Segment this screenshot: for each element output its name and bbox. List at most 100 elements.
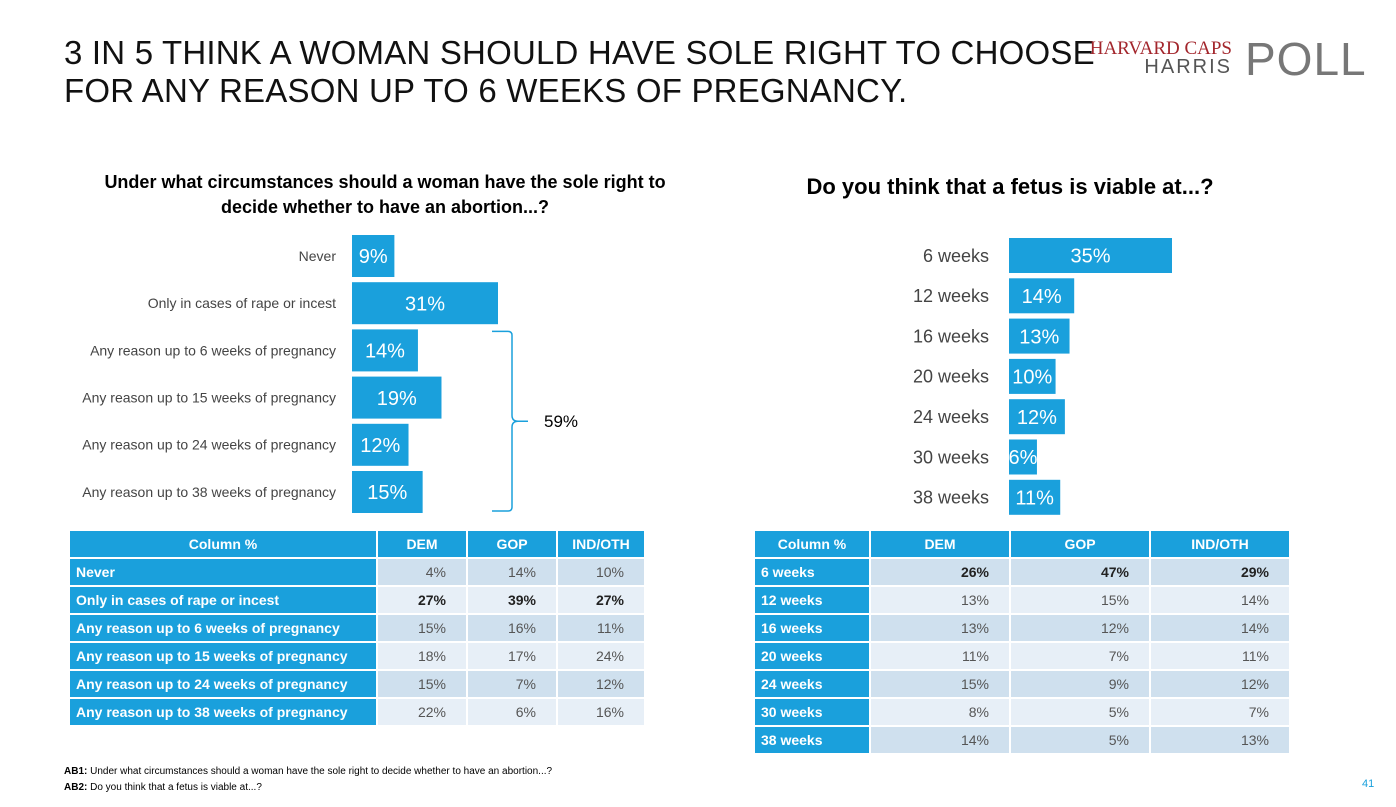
t1-header-3: IND/OTH (558, 531, 644, 557)
chart2-category-label-4: 24 weeks (913, 407, 989, 427)
table-row: 12 weeks 13% 15% 14% (755, 587, 1289, 613)
t1-row-label-0: Never (70, 559, 376, 585)
t1-cell-2-2: 11% (558, 615, 644, 641)
t1-header-0: Column % (70, 531, 376, 557)
logo-line-2: HARRIS (1144, 56, 1232, 78)
t1-cell-3-1: 17% (468, 643, 556, 669)
chart2-category-label-0: 6 weeks (923, 246, 989, 266)
t2-cell-1-0: 13% (871, 587, 1009, 613)
t2-cell-1-2: 14% (1151, 587, 1289, 613)
t1-cell-4-2: 12% (558, 671, 644, 697)
footnote-ab2-text: Do you think that a fetus is viable at..… (87, 782, 262, 793)
t2-header-3: IND/OTH (1151, 531, 1289, 557)
chart1-bracket-label: 59% (544, 412, 578, 431)
chart-2-title: Do you think that a fetus is viable at..… (806, 174, 1214, 199)
chart1-category-label-3: Any reason up to 15 weeks of pregnancy (82, 390, 336, 406)
chart1-category-label-0: Never (299, 248, 337, 264)
t2-cell-4-2: 12% (1151, 671, 1289, 697)
t1-row-label-2: Any reason up to 6 weeks of pregnancy (70, 615, 376, 641)
t2-cell-4-1: 9% (1011, 671, 1149, 697)
t1-cell-3-2: 24% (558, 643, 644, 669)
chart1-value-label-3: 19% (377, 388, 417, 410)
t2-cell-4-0: 15% (871, 671, 1009, 697)
chart2-value-label-2: 13% (1019, 326, 1059, 348)
page-title: 3 IN 5 THINK A WOMAN SHOULD HAVE SOLE RI… (64, 34, 1095, 110)
t2-row-label-2: 16 weeks (755, 615, 869, 641)
chart1-bracket (492, 330, 528, 512)
t2-row-label-0: 6 weeks (755, 559, 869, 585)
t2-cell-2-1: 12% (1011, 615, 1149, 641)
chart1-value-label-0: 9% (359, 246, 388, 268)
t1-cell-5-0: 22% (378, 699, 466, 725)
t1-cell-5-2: 16% (558, 699, 644, 725)
chart2-category-label-6: 38 weeks (913, 488, 989, 508)
table-row: Any reason up to 15 weeks of pregnancy 18… (70, 643, 644, 669)
table-row: Only in cases of rape or incest 27% 39% 27% (70, 587, 644, 613)
t1-cell-0-2: 10% (558, 559, 644, 585)
chart2-value-label-1: 14% (1022, 286, 1062, 308)
t2-row-label-4: 24 weeks (755, 671, 869, 697)
chart1-value-label-2: 14% (365, 341, 405, 363)
t2-cell-2-2: 14% (1151, 615, 1289, 641)
table-row: 20 weeks 11% 7% 11% (755, 643, 1289, 669)
table-row: Any reason up to 38 weeks of pregnancy 22… (70, 699, 644, 725)
chart1-category-label-2: Any reason up to 6 weeks of pregnancy (90, 342, 336, 358)
t1-row-label-1: Only in cases of rape or incest (70, 587, 376, 613)
t2-row-label-1: 12 weeks (755, 587, 869, 613)
chart2-bar-0 (1009, 238, 1172, 273)
t2-cell-6-0: 14% (871, 727, 1009, 753)
chart1-bar-0 (352, 235, 395, 277)
table-row: Any reason up to 6 weeks of pregnancy 15%… (70, 615, 644, 641)
chart-1-title: Under what circumstances should a woman … (104, 172, 666, 217)
party-table-circumstances: Column % DEM GOP IND/OTH Never 4% 14% 10% Only … (68, 529, 646, 727)
t1-cell-0-0: 4% (378, 559, 466, 585)
t2-cell-5-1: 5% (1011, 699, 1149, 725)
t1-cell-4-1: 7% (468, 671, 556, 697)
t1-row-label-3: Any reason up to 15 weeks of pregnancy (70, 643, 376, 669)
chart2-bar-1 (1009, 278, 1075, 314)
t2-cell-2-0: 13% (871, 615, 1009, 641)
t2-cell-3-0: 11% (871, 643, 1009, 669)
t1-row-label-4: Any reason up to 24 weeks of pregnancy (70, 671, 376, 697)
logo-line-1: HARVARD CAPS (1089, 38, 1232, 59)
chart1-bar-1 (352, 282, 498, 325)
table-row: Any reason up to 24 weeks of pregnancy 15… (70, 671, 644, 697)
title-line-2: FOR ANY REASON UP TO 6 WEEKS OF PREGNANC… (64, 72, 908, 109)
t2-row-label-3: 20 weeks (755, 643, 869, 669)
t2-cell-1-1: 15% (1011, 587, 1149, 613)
chart1-value-label-5: 15% (367, 482, 407, 504)
page-number: 41 (1362, 778, 1375, 790)
chart2-bar-5 (1009, 439, 1037, 475)
logo-poll: POLL (1245, 33, 1367, 85)
t1-cell-1-2: 27% (558, 587, 644, 613)
t2-cell-0-2: 29% (1151, 559, 1289, 585)
t2-cell-5-0: 8% (871, 699, 1009, 725)
chart2-category-label-1: 12 weeks (913, 286, 989, 306)
t1-header-1: DEM (378, 531, 466, 557)
table-row: 24 weeks 15% 9% 12% (755, 671, 1289, 697)
chart1-bar-4 (352, 423, 409, 466)
t1-header-2: GOP (468, 531, 556, 557)
t1-cell-5-1: 6% (468, 699, 556, 725)
chart2-value-label-4: 12% (1017, 407, 1057, 429)
t1-cell-2-1: 16% (468, 615, 556, 641)
t1-cell-3-0: 18% (378, 643, 466, 669)
chart2-value-label-3: 10% (1012, 367, 1052, 389)
t2-cell-0-1: 47% (1011, 559, 1149, 585)
t2-header-1: DEM (871, 531, 1009, 557)
t2-header-0: Column % (755, 531, 869, 557)
t2-cell-3-1: 7% (1011, 643, 1149, 669)
chart1-category-label-4: Any reason up to 24 weeks of pregnancy (82, 437, 336, 453)
t2-header-2: GOP (1011, 531, 1149, 557)
footnote-ab1: AB1: Under what circumstances should a w… (64, 766, 552, 777)
t2-cell-6-1: 5% (1011, 727, 1149, 753)
chart2-category-label-5: 30 weeks (913, 447, 989, 467)
table-row: 6 weeks 26% 47% 29% (755, 559, 1289, 585)
chart2-value-label-0: 35% (1070, 246, 1110, 268)
t2-cell-6-2: 13% (1151, 727, 1289, 753)
chart2-bar-6 (1009, 479, 1061, 515)
t2-cell-5-2: 7% (1151, 699, 1289, 725)
chart2-value-label-5: 6% (1009, 447, 1038, 469)
harvard-caps-harris-poll-logo: HARVARD CAPS HARRIS POLL (1089, 33, 1380, 85)
